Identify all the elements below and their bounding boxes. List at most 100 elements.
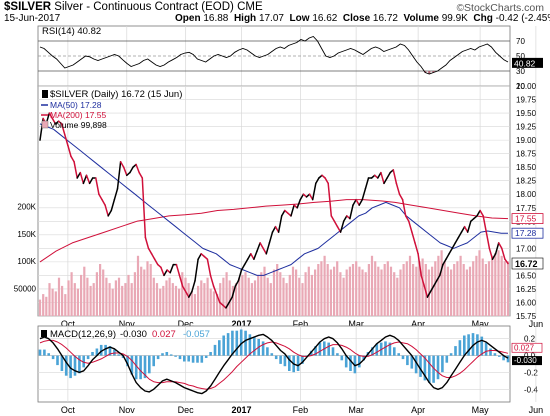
macd-histogram-bar	[327, 342, 330, 356]
exchange: CME	[237, 1, 263, 13]
price-segment	[426, 290, 432, 298]
volume-bar	[216, 294, 219, 316]
price-x-tick-label: Mar	[348, 319, 364, 329]
volume-bar	[228, 280, 231, 316]
price-segment	[147, 247, 153, 255]
macd-histogram-bar	[248, 334, 252, 356]
volume-bar	[86, 277, 89, 316]
price-segment	[256, 242, 261, 252]
price-segment	[163, 269, 168, 277]
macd-histogram-bar	[349, 355, 352, 371]
price-segment	[67, 144, 72, 158]
volume-bar	[336, 261, 339, 316]
macd-histogram-bar	[60, 355, 64, 371]
close-label: Close	[342, 13, 371, 24]
volume-bar	[427, 269, 430, 316]
volume-bar	[127, 274, 130, 316]
price-tick-label: 19.50	[516, 109, 537, 118]
volume-bar	[225, 272, 228, 316]
volume-bar	[358, 266, 361, 316]
volume-bar	[45, 296, 48, 316]
price-segment	[280, 209, 286, 217]
price-tick-label: 16.00	[516, 298, 537, 307]
price-segment	[191, 280, 196, 293]
price-segment	[417, 253, 422, 277]
volume-bar	[54, 291, 57, 316]
volume-bar	[412, 264, 415, 316]
macd-histogram-bar	[314, 346, 317, 356]
price-x-tick-label: Oct	[61, 319, 76, 329]
ma200-legend: MA(200) 17.55	[50, 110, 106, 120]
macd-histogram-bar	[152, 355, 155, 367]
volume-bar	[431, 266, 434, 316]
price-segment	[250, 253, 255, 260]
price-segment	[104, 204, 109, 217]
volume-label: Volume	[403, 13, 439, 24]
macd-x-tick-label: Mar	[348, 405, 364, 415]
macd-histogram-bar	[73, 355, 77, 376]
price-segment	[246, 253, 252, 260]
price-segment	[448, 247, 453, 255]
volume-bar	[389, 266, 393, 316]
macd-histogram-bar	[165, 352, 169, 356]
volume-bar	[383, 264, 386, 316]
price-segment	[60, 123, 66, 136]
macd-histogram-bar	[51, 355, 55, 360]
chart-date: 15-Jun-2017	[4, 13, 61, 24]
price-segment	[101, 198, 106, 206]
macd-histogram-bar	[143, 355, 147, 379]
volume-bar	[89, 285, 92, 316]
volume-bar	[377, 266, 380, 316]
volume-bar	[295, 269, 298, 316]
volume-tick-label: 100K	[17, 257, 36, 266]
volume-bar	[304, 272, 307, 316]
price-segment	[95, 177, 100, 195]
volume-bar	[130, 283, 133, 316]
price-segment	[488, 247, 494, 260]
macd-histogram-bar	[340, 355, 344, 361]
volume-bar	[329, 269, 332, 316]
volume-bar	[105, 277, 108, 316]
macd-histogram-bar	[174, 355, 177, 357]
volume-bar	[247, 277, 250, 316]
rsi-line	[39, 35, 509, 75]
volume-bar	[320, 261, 323, 316]
volume-bar	[415, 266, 418, 316]
macd-histogram-bar	[169, 354, 173, 356]
price-segment	[277, 215, 283, 233]
price-segment	[401, 198, 407, 217]
volume-bar	[99, 264, 102, 316]
volume-bar	[250, 283, 253, 316]
volume-bar	[408, 255, 412, 316]
macd-histogram-bar	[274, 355, 278, 360]
rsi-last-value-box	[512, 57, 543, 68]
volume-bar	[48, 283, 51, 316]
price-segment	[107, 209, 113, 217]
price-segment	[451, 242, 457, 250]
price-segment	[494, 242, 500, 255]
rsi-tick-label: 70	[516, 37, 525, 46]
volume-bar	[333, 266, 336, 316]
volume-legend: Volume 99,898	[50, 120, 107, 130]
volume-bar	[494, 253, 497, 316]
price-segment	[386, 171, 391, 179]
volume-bar	[276, 264, 279, 316]
volume-bar	[57, 277, 61, 316]
volume-bar	[253, 280, 257, 316]
price-segment	[268, 231, 274, 244]
price-tick-label: 17.75	[516, 204, 537, 213]
macd-x-tick-label: Jun	[529, 405, 544, 415]
volume-bar	[487, 261, 491, 316]
volume-legend-swatch	[41, 120, 49, 129]
macd-histogram-bar	[204, 355, 208, 358]
macd-histogram-bar	[484, 342, 488, 356]
price-segment	[339, 220, 345, 233]
volume-bar	[155, 283, 159, 316]
volume-bar	[374, 261, 377, 316]
volume-bar	[64, 294, 67, 316]
price-segment	[64, 133, 69, 147]
price-segment	[113, 188, 119, 201]
price-segment	[88, 177, 94, 185]
price-tick-label: 19.75	[516, 96, 537, 105]
price-segment	[432, 280, 438, 287]
